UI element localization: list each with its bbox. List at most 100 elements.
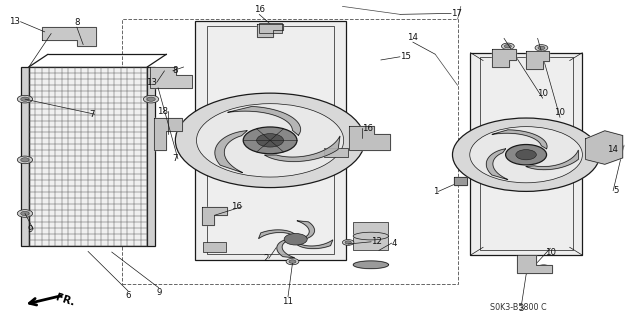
Polygon shape — [353, 261, 388, 269]
Circle shape — [342, 240, 354, 245]
Circle shape — [506, 145, 547, 165]
Text: 12: 12 — [371, 237, 382, 246]
Polygon shape — [259, 230, 296, 239]
Circle shape — [502, 43, 515, 49]
Circle shape — [538, 265, 550, 271]
Circle shape — [257, 134, 284, 147]
Polygon shape — [277, 239, 294, 258]
Text: 9: 9 — [28, 225, 33, 234]
Text: 10: 10 — [554, 108, 566, 117]
Bar — [324, 147, 348, 157]
Circle shape — [157, 69, 170, 75]
Polygon shape — [150, 67, 192, 88]
Text: 16: 16 — [362, 124, 372, 133]
Circle shape — [20, 97, 29, 101]
Circle shape — [17, 156, 33, 164]
Text: 13: 13 — [146, 78, 157, 87]
Circle shape — [83, 41, 90, 45]
Bar — [470, 53, 582, 255]
Text: 16: 16 — [253, 5, 265, 14]
Polygon shape — [215, 131, 247, 173]
Circle shape — [180, 81, 187, 85]
Bar — [29, 67, 147, 246]
Polygon shape — [493, 49, 516, 67]
Text: 6: 6 — [125, 291, 131, 300]
Polygon shape — [265, 136, 340, 161]
Text: 7: 7 — [172, 154, 178, 163]
Text: 15: 15 — [400, 52, 411, 61]
Polygon shape — [202, 207, 227, 225]
Circle shape — [143, 95, 159, 103]
Bar — [353, 222, 388, 250]
Polygon shape — [297, 221, 314, 239]
Text: 7: 7 — [89, 110, 95, 119]
Text: 8: 8 — [173, 66, 179, 75]
Text: 4: 4 — [392, 239, 397, 248]
Polygon shape — [257, 24, 283, 37]
Polygon shape — [486, 149, 508, 180]
Text: 1: 1 — [433, 187, 438, 196]
Text: FR.: FR. — [54, 293, 76, 308]
Circle shape — [177, 80, 190, 86]
Text: 10: 10 — [537, 89, 548, 98]
Circle shape — [44, 30, 58, 37]
Bar — [122, 19, 458, 284]
Text: 8: 8 — [74, 18, 79, 27]
Bar — [207, 26, 334, 254]
Circle shape — [20, 211, 29, 216]
Circle shape — [17, 210, 33, 217]
Text: S0K3-B5800 C: S0K3-B5800 C — [490, 303, 547, 312]
Circle shape — [79, 40, 93, 47]
Polygon shape — [42, 27, 96, 46]
Circle shape — [605, 139, 618, 145]
Circle shape — [17, 95, 33, 103]
Circle shape — [243, 127, 297, 154]
Text: 14: 14 — [607, 145, 618, 154]
Text: 5: 5 — [613, 186, 619, 195]
Bar — [480, 57, 573, 250]
Bar — [21, 67, 29, 246]
Text: 14: 14 — [407, 33, 419, 42]
Circle shape — [540, 266, 547, 270]
Polygon shape — [526, 51, 549, 69]
Circle shape — [289, 260, 296, 263]
Circle shape — [538, 46, 545, 50]
Text: 18: 18 — [157, 107, 168, 115]
Circle shape — [286, 258, 299, 265]
Polygon shape — [349, 126, 390, 150]
Circle shape — [196, 104, 344, 177]
Circle shape — [535, 45, 548, 51]
Text: 10: 10 — [545, 248, 556, 257]
Circle shape — [345, 241, 351, 244]
Circle shape — [47, 32, 55, 35]
Circle shape — [147, 97, 156, 101]
Polygon shape — [492, 130, 547, 149]
Polygon shape — [154, 118, 182, 150]
Text: 11: 11 — [282, 297, 294, 306]
Circle shape — [159, 70, 166, 74]
Circle shape — [516, 150, 536, 160]
Polygon shape — [586, 131, 623, 164]
Text: 2: 2 — [263, 254, 269, 263]
Polygon shape — [526, 150, 579, 170]
Polygon shape — [228, 107, 301, 135]
Circle shape — [20, 158, 29, 162]
Text: 3: 3 — [519, 304, 524, 313]
Circle shape — [608, 140, 614, 144]
Text: 17: 17 — [451, 9, 462, 18]
Circle shape — [284, 234, 307, 245]
Text: 13: 13 — [10, 17, 20, 26]
Bar — [259, 23, 282, 33]
Polygon shape — [353, 232, 388, 240]
Bar — [203, 242, 226, 252]
Circle shape — [504, 44, 511, 48]
Circle shape — [470, 127, 582, 183]
Polygon shape — [296, 240, 333, 249]
Bar — [195, 21, 346, 260]
Circle shape — [452, 118, 600, 191]
Circle shape — [175, 93, 365, 188]
Bar — [147, 67, 155, 246]
Polygon shape — [454, 177, 467, 185]
Text: 9: 9 — [156, 288, 161, 297]
Text: 16: 16 — [231, 202, 242, 211]
